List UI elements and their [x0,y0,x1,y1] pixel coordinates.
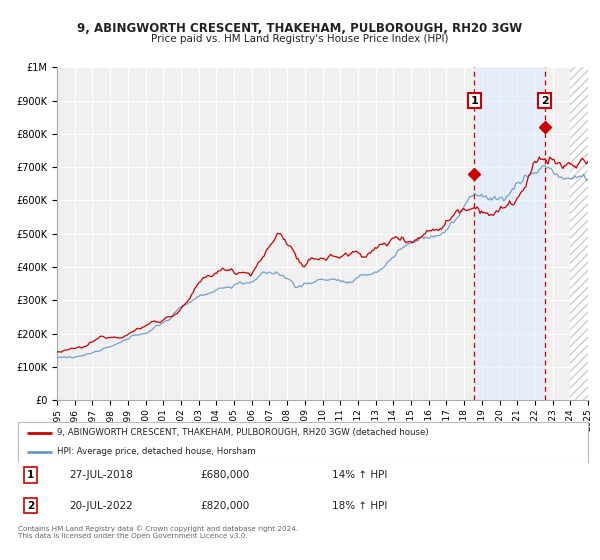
Text: HPI: Average price, detached house, Horsham: HPI: Average price, detached house, Hors… [57,447,256,456]
Text: 1: 1 [27,470,34,480]
Text: 9, ABINGWORTH CRESCENT, THAKEHAM, PULBOROUGH, RH20 3GW: 9, ABINGWORTH CRESCENT, THAKEHAM, PULBOR… [77,22,523,35]
Text: 2: 2 [27,501,34,511]
Text: 20-JUL-2022: 20-JUL-2022 [70,501,133,511]
Text: £680,000: £680,000 [200,470,250,480]
Text: Contains HM Land Registry data © Crown copyright and database right 2024.
This d: Contains HM Land Registry data © Crown c… [18,525,298,539]
Text: Price paid vs. HM Land Registry's House Price Index (HPI): Price paid vs. HM Land Registry's House … [151,34,449,44]
Bar [570,67,588,400]
Text: 27-JUL-2018: 27-JUL-2018 [70,470,133,480]
Text: 14% ↑ HPI: 14% ↑ HPI [331,470,387,480]
Text: 1: 1 [470,96,478,105]
Text: 9, ABINGWORTH CRESCENT, THAKEHAM, PULBOROUGH, RH20 3GW (detached house): 9, ABINGWORTH CRESCENT, THAKEHAM, PULBOR… [57,428,428,437]
Text: £820,000: £820,000 [200,501,250,511]
Text: 2: 2 [541,96,548,105]
Text: 18% ↑ HPI: 18% ↑ HPI [331,501,387,511]
Bar [570,67,588,400]
Bar [474,67,545,400]
